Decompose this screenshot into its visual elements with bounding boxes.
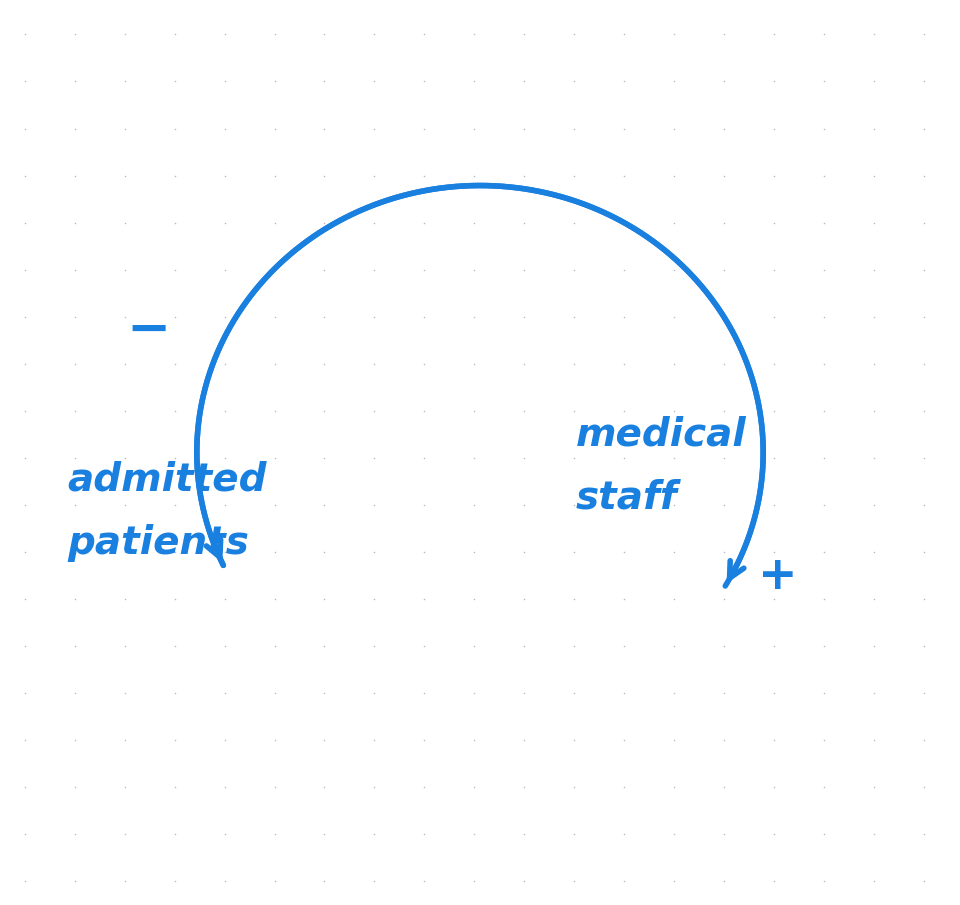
Text: staff: staff	[576, 479, 678, 517]
Text: +: +	[758, 555, 798, 599]
Text: medical: medical	[576, 415, 747, 453]
Text: patients: patients	[67, 524, 249, 562]
Text: −: −	[127, 304, 171, 357]
Text: admitted: admitted	[67, 461, 267, 499]
